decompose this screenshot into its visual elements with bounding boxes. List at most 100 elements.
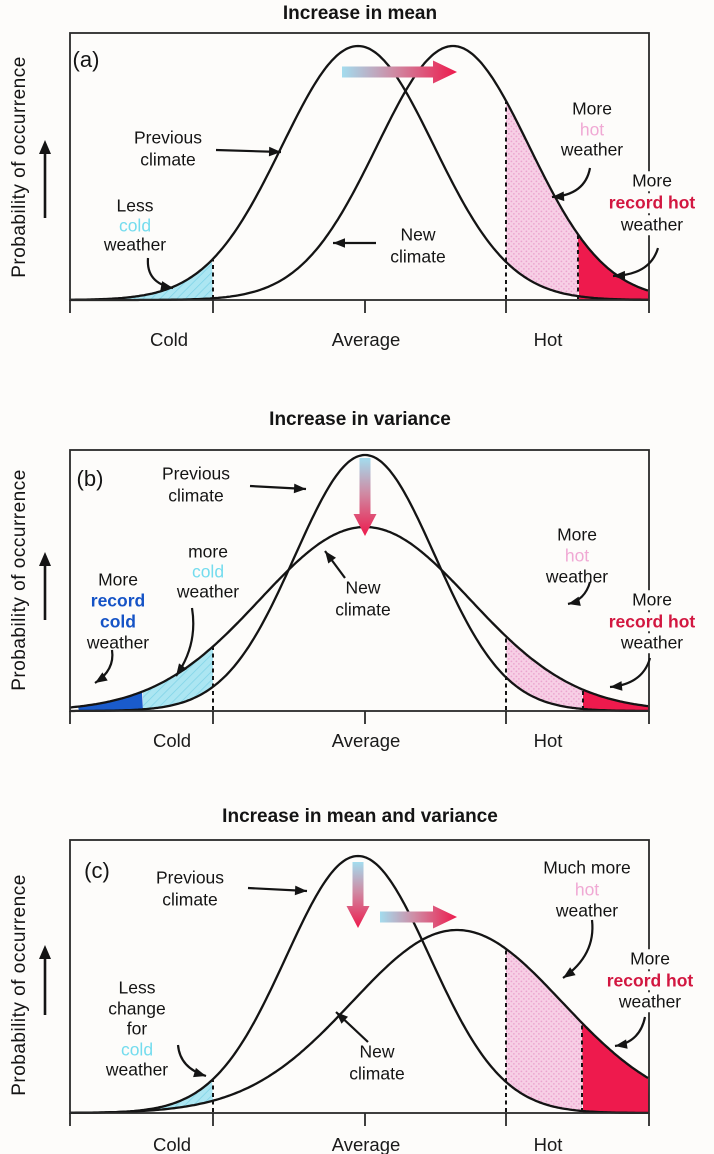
annotation-line: weather — [176, 581, 240, 602]
panel-a — [39, 32, 660, 313]
arrowhead — [39, 140, 51, 154]
annotation-line: more — [188, 541, 228, 562]
annotation-line: weather — [617, 215, 687, 235]
new-climate-curve — [70, 928, 649, 1114]
panel-a-title: Increase in mean — [282, 3, 438, 24]
annotation-line: climate — [349, 1063, 405, 1084]
previous-climate-curve — [70, 44, 648, 301]
annotation-line: More — [629, 171, 675, 191]
annotation-line: record — [90, 590, 146, 611]
annotation-line: climate — [140, 149, 196, 170]
arrowhead — [293, 483, 306, 494]
arrowhead — [552, 191, 565, 202]
annotation-line: Previous — [155, 867, 225, 888]
annotation-line: New — [359, 1041, 395, 1062]
annotation-line: hot — [579, 118, 605, 139]
x-axis-label-average: Average — [331, 329, 401, 350]
record-hot-region — [582, 1022, 649, 1113]
arrowhead — [568, 596, 581, 606]
arrowhead — [160, 281, 173, 291]
less-cold-region — [70, 259, 213, 300]
much-more-hot-region — [506, 948, 582, 1111]
panel-c-title: Increase in mean and variance — [222, 806, 498, 827]
annotation-line: hot — [574, 878, 600, 899]
panel-b-y-axis-label: Probability of occurrence — [9, 469, 30, 691]
annotation-line: record hot — [605, 611, 699, 632]
annotation-line: cold — [118, 214, 152, 235]
annotation-line: More — [629, 590, 675, 610]
arrowhead — [336, 1012, 348, 1024]
shift-right-gradient-arrow — [342, 60, 457, 84]
arrowhead — [610, 681, 623, 691]
panel-b — [39, 449, 652, 724]
arrowhead — [294, 885, 307, 896]
new-climate-curve — [69, 525, 649, 709]
panel-a-y-axis-label: Probability of occurrence — [9, 56, 30, 278]
panel-c-y-axis-label: Probability of occurrence — [9, 874, 30, 1096]
previous-climate-curve — [70, 453, 648, 713]
annotation-line: More — [557, 524, 597, 545]
label-much-more-hot-weather-pointer — [562, 919, 594, 979]
annotation-line: record hot — [603, 970, 697, 991]
annotation-line: weather — [545, 566, 609, 587]
panel-c-letter: (c) — [84, 858, 110, 883]
annotation-line: More — [627, 949, 673, 969]
plot-frame — [69, 449, 650, 712]
x-axis-label-cold: Cold — [152, 730, 192, 751]
annotation-line: cold — [120, 1038, 154, 1059]
annotation-line: New — [345, 577, 381, 598]
annotation-line: record hot — [605, 193, 699, 213]
annotation-line: weather — [105, 1059, 169, 1080]
arrowhead — [39, 945, 51, 959]
less-cold-region — [140, 1080, 213, 1111]
shift-down-gradient-arrow — [346, 862, 370, 928]
label-less-change-cold-weather-pointer — [176, 1044, 207, 1078]
annotation-line: hot — [564, 545, 590, 566]
annotation-line: climate — [168, 485, 224, 506]
record-hot-region — [583, 689, 649, 711]
annotation-line: Previous — [161, 463, 231, 484]
more-hot-region — [506, 100, 578, 297]
annotation-line: climate — [162, 889, 218, 910]
annotation-line: for — [126, 1018, 148, 1039]
x-axis-label-average: Average — [331, 1134, 401, 1154]
annotation-line: weather — [617, 633, 687, 653]
annotation-line: Previous — [133, 127, 203, 148]
annotation-line: weather — [555, 900, 619, 921]
annotation-line: weather — [615, 992, 685, 1012]
annotation-line: More — [572, 98, 612, 119]
x-axis-label-cold: Cold — [152, 1134, 192, 1154]
arrowhead — [333, 238, 345, 248]
x-axis-label-hot: Hot — [533, 1134, 563, 1154]
label-more-hot-weather-pointer — [551, 167, 592, 199]
arrowhead — [325, 551, 336, 564]
annotation-line: cold — [191, 561, 225, 582]
arrowhead — [95, 672, 108, 683]
arrowhead — [176, 663, 187, 676]
annotation-line: Less — [118, 977, 156, 998]
label-more-record-hot-weather-pointer — [609, 657, 652, 689]
annotation-line: climate — [390, 246, 446, 267]
panel-c — [39, 839, 650, 1126]
panel-b-letter: (b) — [76, 466, 104, 491]
annotation-line: weather — [560, 139, 624, 160]
x-axis-label-cold: Cold — [149, 329, 189, 350]
label-less-cold-weather-pointer — [146, 257, 174, 290]
arrowhead — [615, 1039, 628, 1049]
x-axis-label-average: Average — [331, 730, 401, 751]
annotation-line: change — [108, 997, 166, 1018]
arrowhead — [39, 552, 51, 566]
arrowhead — [193, 1067, 206, 1078]
label-more-record-hot-weather-pointer — [612, 247, 660, 278]
label-more-record-hot-weather-pointer — [614, 1016, 647, 1048]
x-axis-label-hot: Hot — [533, 730, 563, 751]
record-hot-region — [578, 234, 649, 300]
annotation-line: cold — [100, 611, 136, 632]
annotation-line: Less — [116, 195, 154, 216]
plot-frame — [69, 32, 650, 301]
annotation-line: Much more — [543, 857, 631, 878]
panel-b-title: Increase in variance — [269, 409, 451, 430]
arrowhead — [268, 146, 281, 157]
